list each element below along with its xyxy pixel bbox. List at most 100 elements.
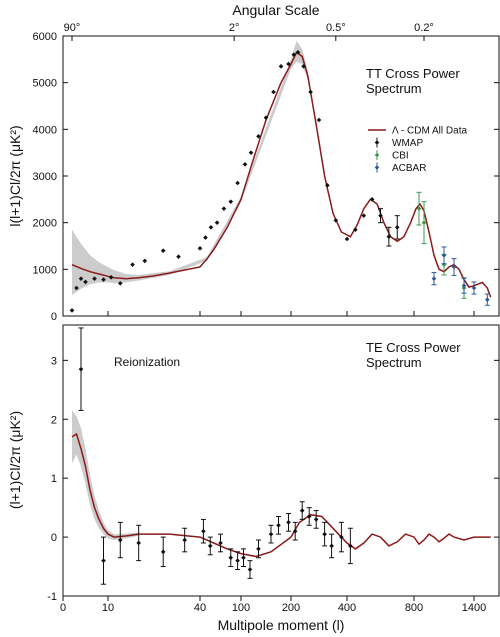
tt-point-wmap (130, 262, 135, 267)
tt-point-wmap (301, 64, 306, 69)
te-uncertainty-band (72, 410, 139, 540)
tt-ytick-label: 3000 (33, 171, 57, 183)
tt-point-wmap (361, 213, 367, 218)
tt-point-wmap (142, 258, 148, 264)
data-marker (214, 220, 220, 225)
te-point-wmap (136, 524, 142, 562)
data-marker (69, 308, 75, 313)
tt-ytick-label: 4000 (33, 124, 57, 136)
te-panel: -1 0 1 2 3 TE Cross Power Spectrum Reionizat… (7, 324, 500, 603)
te-point-wmap (338, 521, 344, 553)
data-marker (451, 264, 457, 270)
data-marker (182, 537, 187, 543)
data-marker (386, 234, 392, 239)
data-marker (308, 89, 313, 95)
data-marker (218, 540, 223, 546)
tt-point-wmap (316, 117, 322, 123)
data-marker (271, 89, 276, 95)
tt-point-wmap (117, 281, 123, 286)
tt-series-acbar (431, 246, 490, 306)
te-point-wmap (160, 536, 166, 568)
tt-point-wmap (235, 180, 240, 186)
tt-ytick-label: 0 (51, 311, 57, 323)
tt-point-wmap (378, 208, 383, 224)
tt-point-wmap (160, 248, 166, 253)
data-marker (78, 276, 84, 281)
tt-point-wmap (333, 218, 339, 223)
tt-point-wmap (208, 225, 214, 230)
data-marker (256, 134, 261, 139)
tt-point-acbar (471, 281, 477, 295)
data-marker (228, 199, 234, 204)
top-axis-title: Angular Scale (232, 2, 319, 18)
data-marker (228, 555, 234, 561)
data-marker (286, 520, 291, 525)
data-marker (286, 61, 291, 67)
tt-point-wmap (369, 197, 375, 202)
data-marker (241, 555, 246, 561)
tt-series-wmap (69, 50, 400, 313)
data-marker (329, 543, 334, 549)
te-points (78, 327, 353, 585)
data-marker (461, 283, 467, 288)
te-title-line-2: Spectrum (366, 355, 422, 370)
te-ytick-label: 2 (51, 414, 57, 426)
te-series-wmap (78, 327, 353, 585)
tt-point-wmap (394, 215, 400, 240)
legend-label: CBI (392, 151, 409, 162)
data-marker (221, 206, 227, 211)
te-point-wmap (299, 501, 305, 520)
legend-entry-wmap: WMAP (374, 137, 423, 149)
top-axis-tick-label: 0.2° (414, 22, 434, 34)
legend-label: ACBAR (392, 163, 426, 174)
tt-title-line-2: Spectrum (366, 81, 422, 96)
data-marker (441, 253, 447, 258)
tt-model-line (71, 51, 492, 298)
data-marker (394, 225, 400, 230)
te-ytick-label: 1 (51, 473, 57, 485)
tt-point-wmap (325, 183, 330, 188)
te-point-wmap (200, 518, 206, 544)
data-marker (235, 558, 240, 563)
te-point-wmap (286, 513, 291, 532)
tt-point-wmap (291, 52, 297, 57)
data-marker (248, 150, 254, 155)
data-marker (203, 235, 208, 240)
te-point-wmap (218, 533, 223, 553)
tt-point-wmap (271, 89, 276, 95)
data-marker (325, 183, 330, 188)
data-marker (361, 213, 367, 218)
te-point-wmap (256, 539, 261, 559)
te-point-wmap (101, 536, 106, 585)
data-marker (136, 540, 141, 546)
legend-marker-swatch (374, 165, 380, 170)
top-axis-tick-label: 90° (64, 22, 81, 34)
legend-entry--cdm-all-data: Λ - CDM All Data (368, 126, 467, 137)
te-point-wmap (322, 521, 328, 547)
data-marker (306, 514, 312, 519)
tt-point-wmap (386, 226, 392, 247)
te-point-wmap (241, 548, 246, 568)
tt-point-acbar (461, 277, 467, 294)
legend-marker-swatch (374, 140, 380, 145)
data-marker (108, 274, 114, 280)
top-axis-ticks: 90° 2° 0.5° 0.2° (64, 22, 434, 41)
tt-point-acbar (451, 258, 457, 276)
data-marker (339, 534, 344, 540)
te-title-line-1: TE Cross Power (366, 340, 461, 355)
tt-point-wmap (263, 115, 269, 120)
tt-point-wmap (78, 276, 84, 281)
data-marker (130, 262, 135, 267)
data-marker (291, 52, 297, 57)
tt-point-cbi (421, 201, 427, 245)
tt-point-wmap (256, 134, 261, 139)
tt-point-wmap (221, 206, 227, 211)
x-axis-ticks: 0 10 40 100 200 400 800 1400 (60, 311, 486, 614)
top-axis-tick-label: 2° (229, 22, 240, 34)
tt-point-wmap (242, 162, 248, 167)
data-marker (485, 297, 490, 302)
data-marker (92, 276, 97, 281)
te-model-curve (71, 432, 491, 558)
tt-point-wmap (286, 61, 291, 67)
